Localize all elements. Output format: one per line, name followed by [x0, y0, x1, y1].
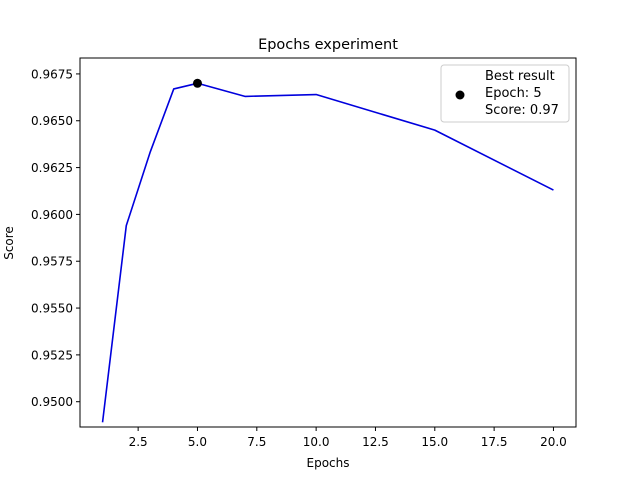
x-tick-label: 17.5	[481, 435, 508, 449]
legend-box	[440, 64, 570, 123]
chart-title: Epochs experiment	[258, 37, 398, 53]
x-tick-label: 10.0	[303, 435, 330, 449]
x-tick-label: 7.5	[247, 435, 266, 449]
x-axis-label: Epochs	[307, 456, 350, 470]
y-tick-label: 0.9600	[31, 208, 73, 222]
x-tick-label: 15.0	[421, 435, 448, 449]
y-tick-label: 0.9575	[31, 255, 73, 269]
y-tick-label: 0.9550	[31, 302, 73, 316]
legend-marker	[455, 90, 465, 100]
plot-area	[79, 57, 577, 428]
y-tick-label: 0.9500	[31, 395, 73, 409]
axes-frame	[79, 57, 577, 428]
y-tick-label: 0.9525	[31, 348, 73, 362]
y-tick-label: 0.9650	[31, 114, 73, 128]
x-tick-label: 5.0	[188, 435, 207, 449]
y-tick-label: 0.9625	[31, 161, 73, 175]
x-tick-label: 20.0	[540, 435, 567, 449]
legend-text-line: Epoch: 5	[485, 86, 542, 101]
axis-ticks: 2.5 5.0 7.5 10.0 12.5 15.0 17.5 20.0 0.9500 0.952…	[31, 67, 567, 449]
y-axis-label: Score	[2, 226, 16, 260]
legend-text-line: Best result	[485, 69, 555, 84]
legend-text-line: Score: 0.97	[485, 103, 559, 118]
legend: Best result Epoch: 5 Score: 0.97	[440, 64, 570, 123]
best-result-point	[192, 78, 202, 88]
x-tick-label: 12.5	[362, 435, 389, 449]
y-tick-label: 0.9675	[31, 67, 73, 81]
x-tick-label: 2.5	[129, 435, 148, 449]
